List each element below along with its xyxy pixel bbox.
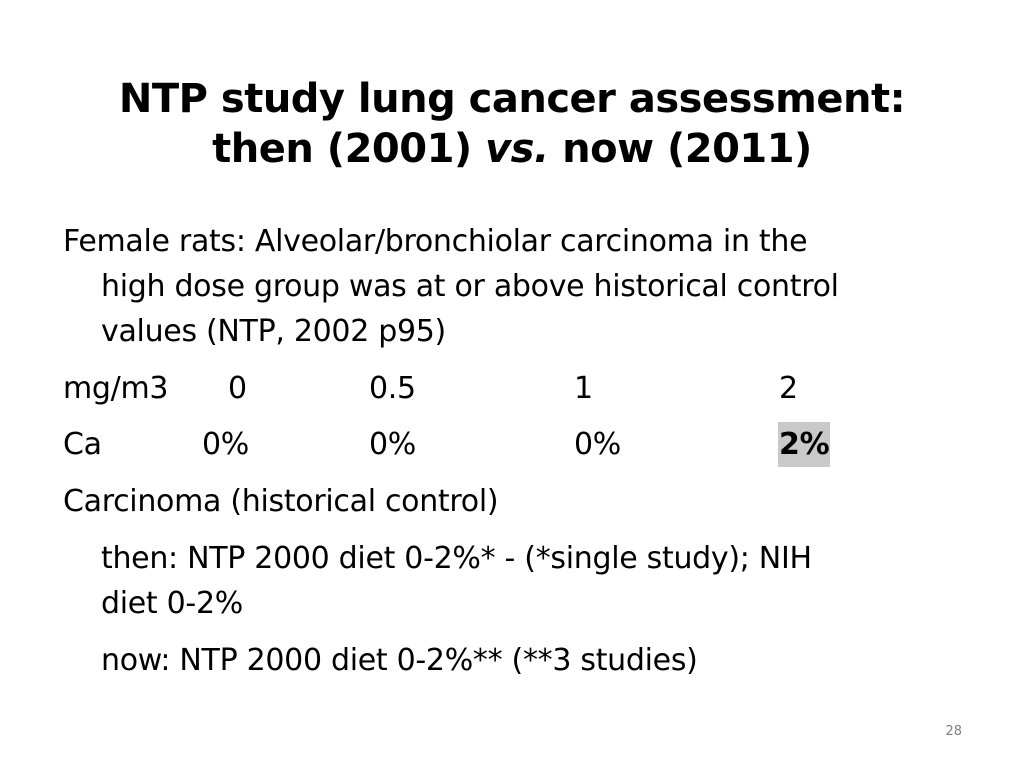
female-rats-line-2: high dose group was at or above historic… — [101, 269, 839, 304]
ca-value-1: 0% — [369, 427, 416, 462]
then-line-2: diet 0-2% — [101, 586, 243, 621]
dose-value-0: 0 — [228, 371, 247, 406]
title-now: now (2011) — [548, 126, 812, 172]
slide-number: 28 — [945, 724, 962, 739]
title-vs: vs. — [485, 126, 549, 172]
female-rats-line-1: Female rats: Alveolar/bronchiolar carcin… — [63, 224, 808, 259]
dose-row: mg/m3 0 0.5 1 2 — [0, 366, 1024, 411]
dose-value-1: 0.5 — [369, 371, 416, 406]
ca-value-2: 0% — [574, 427, 621, 462]
dose-label: mg/m3 — [63, 371, 169, 406]
ca-value-3-highlighted: 2% — [778, 422, 831, 467]
ca-value-0: 0% — [202, 427, 249, 462]
slide-title: NTP study lung cancer assessment: then (… — [0, 74, 1024, 174]
then-line-1: then: NTP 2000 diet 0-2%* - (*single stu… — [101, 541, 812, 576]
historical-control-heading: Carcinoma (historical control) — [63, 484, 499, 519]
title-line-1: NTP study lung cancer assessment: — [118, 76, 906, 122]
female-rats-line-3: values (NTP, 2002 p95) — [101, 314, 446, 349]
ca-label: Ca — [63, 427, 102, 462]
title-then: then (2001) — [212, 126, 486, 172]
title-line-2: then (2001) vs. now (2011) — [0, 124, 1024, 174]
dose-value-2: 1 — [574, 371, 593, 406]
now-line: now: NTP 2000 diet 0-2%** (**3 studies) — [101, 643, 698, 678]
ca-row: Ca 0% 0% 0% 2% — [0, 422, 1024, 467]
dose-value-3: 2 — [779, 371, 798, 406]
